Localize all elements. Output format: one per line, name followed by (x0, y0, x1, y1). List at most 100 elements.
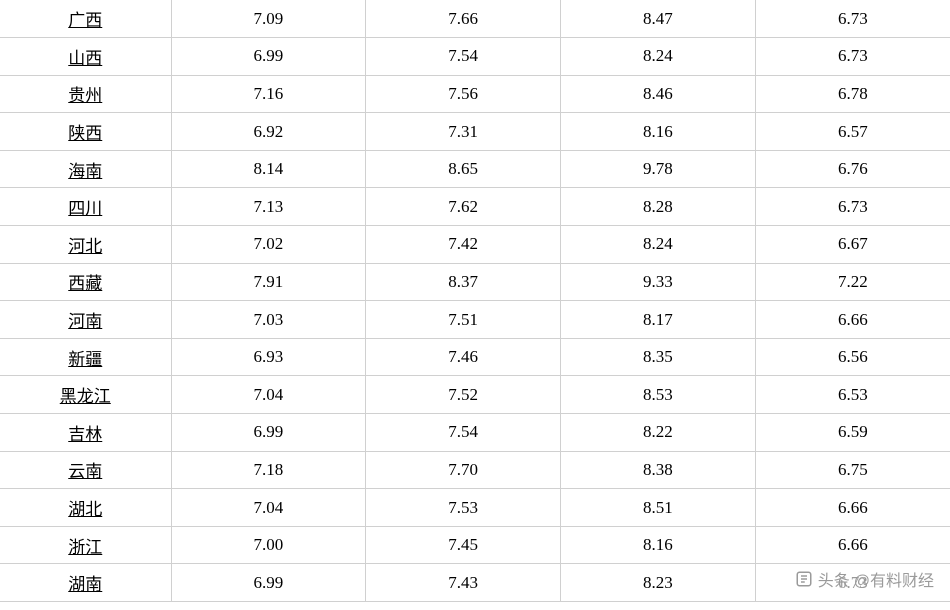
value-cell: 7.13 (171, 188, 366, 226)
value-cell: 6.59 (755, 414, 950, 452)
province-name: 湖北 (68, 500, 102, 519)
value-cell: 7.66 (366, 0, 561, 38)
value-cell: 8.65 (366, 150, 561, 188)
value-cell: 7.54 (366, 38, 561, 76)
value-cell: 7.04 (171, 376, 366, 414)
province-name: 四川 (68, 199, 102, 218)
value-cell: 8.35 (561, 338, 756, 376)
table-row: 山西6.997.548.246.73 (0, 38, 950, 76)
province-name: 云南 (68, 462, 102, 481)
value-cell: 6.99 (171, 414, 366, 452)
value-cell: 6.75 (755, 451, 950, 489)
table-row: 吉林 6.997.548.226.59 (0, 414, 950, 452)
value-cell: 7.03 (171, 301, 366, 339)
province-cell: 湖北 (0, 489, 171, 527)
value-cell: 6.99 (171, 38, 366, 76)
table-row: 湖北 7.047.538.516.66 (0, 489, 950, 527)
table-row: 河北 7.027.428.246.67 (0, 226, 950, 264)
value-cell: 8.47 (561, 0, 756, 38)
value-cell: 7.04 (171, 489, 366, 527)
watermark: 头条 @有料财经 (790, 566, 938, 592)
table-row: 河南 7.037.518.176.66 (0, 301, 950, 339)
province-name: 贵州 (68, 86, 102, 105)
value-cell: 7.53 (366, 489, 561, 527)
province-cell: 浙江 (0, 526, 171, 564)
value-cell: 7.70 (366, 451, 561, 489)
value-cell: 8.53 (561, 376, 756, 414)
value-cell: 6.66 (755, 489, 950, 527)
province-name: 河南 (68, 312, 102, 331)
value-cell: 8.51 (561, 489, 756, 527)
province-cell: 山西 (0, 38, 171, 76)
value-cell: 7.45 (366, 526, 561, 564)
value-cell: 6.56 (755, 338, 950, 376)
toutiao-icon (794, 569, 814, 589)
province-cell: 湖南 (0, 564, 171, 602)
province-name: 黑龙江 (60, 387, 111, 406)
province-cell: 新疆 (0, 338, 171, 376)
value-cell: 8.16 (561, 113, 756, 151)
table-row: 广西 7.097.668.476.73 (0, 0, 950, 38)
province-cell: 西藏 (0, 263, 171, 301)
table-row: 新疆 6.937.468.356.56 (0, 338, 950, 376)
value-cell: 6.67 (755, 226, 950, 264)
table-row: 四川 7.137.628.286.73 (0, 188, 950, 226)
value-cell: 7.91 (171, 263, 366, 301)
value-cell: 7.56 (366, 75, 561, 113)
value-cell: 7.51 (366, 301, 561, 339)
province-cell: 贵州 (0, 75, 171, 113)
value-cell: 8.28 (561, 188, 756, 226)
value-cell: 6.73 (755, 188, 950, 226)
province-name: 湖南 (68, 575, 102, 594)
province-name: 吉林 (68, 425, 102, 444)
province-cell: 吉林 (0, 414, 171, 452)
table-row: 贵州7.167.568.466.78 (0, 75, 950, 113)
value-cell: 7.16 (171, 75, 366, 113)
value-cell: 6.57 (755, 113, 950, 151)
province-name: 新疆 (68, 350, 102, 369)
value-cell: 6.66 (755, 526, 950, 564)
value-cell: 6.76 (755, 150, 950, 188)
value-cell: 7.22 (755, 263, 950, 301)
watermark-prefix: 头条 (818, 567, 850, 591)
province-cell: 广西 (0, 0, 171, 38)
value-cell: 6.73 (755, 38, 950, 76)
province-cell: 河南 (0, 301, 171, 339)
province-name: 广西 (68, 11, 102, 30)
table-row: 海南8.148.659.786.76 (0, 150, 950, 188)
watermark-text: @有料财经 (854, 567, 934, 591)
value-cell: 6.92 (171, 113, 366, 151)
province-name: 山西 (68, 49, 102, 68)
province-name: 河北 (68, 237, 102, 256)
price-table: 广西7.097.668.476.73山西6.997.548.246.73贵州7.… (0, 0, 950, 602)
value-cell: 7.54 (366, 414, 561, 452)
value-cell: 6.93 (171, 338, 366, 376)
value-cell: 8.23 (561, 564, 756, 602)
province-cell: 陕西 (0, 113, 171, 151)
value-cell: 7.18 (171, 451, 366, 489)
value-cell: 6.73 (755, 0, 950, 38)
value-cell: 9.33 (561, 263, 756, 301)
value-cell: 6.78 (755, 75, 950, 113)
value-cell: 7.52 (366, 376, 561, 414)
value-cell: 6.66 (755, 301, 950, 339)
value-cell: 8.16 (561, 526, 756, 564)
table-row: 陕西6.927.318.166.57 (0, 113, 950, 151)
value-cell: 7.42 (366, 226, 561, 264)
value-cell: 7.62 (366, 188, 561, 226)
value-cell: 7.43 (366, 564, 561, 602)
province-name: 浙江 (68, 538, 102, 557)
value-cell: 7.09 (171, 0, 366, 38)
value-cell: 8.24 (561, 226, 756, 264)
value-cell: 7.02 (171, 226, 366, 264)
value-cell: 8.14 (171, 150, 366, 188)
value-cell: 8.37 (366, 263, 561, 301)
value-cell: 8.22 (561, 414, 756, 452)
province-cell: 黑龙江 (0, 376, 171, 414)
table-row: 黑龙江7.047.528.536.53 (0, 376, 950, 414)
value-cell: 9.78 (561, 150, 756, 188)
province-cell: 河北 (0, 226, 171, 264)
value-cell: 8.17 (561, 301, 756, 339)
province-cell: 四川 (0, 188, 171, 226)
value-cell: 7.46 (366, 338, 561, 376)
